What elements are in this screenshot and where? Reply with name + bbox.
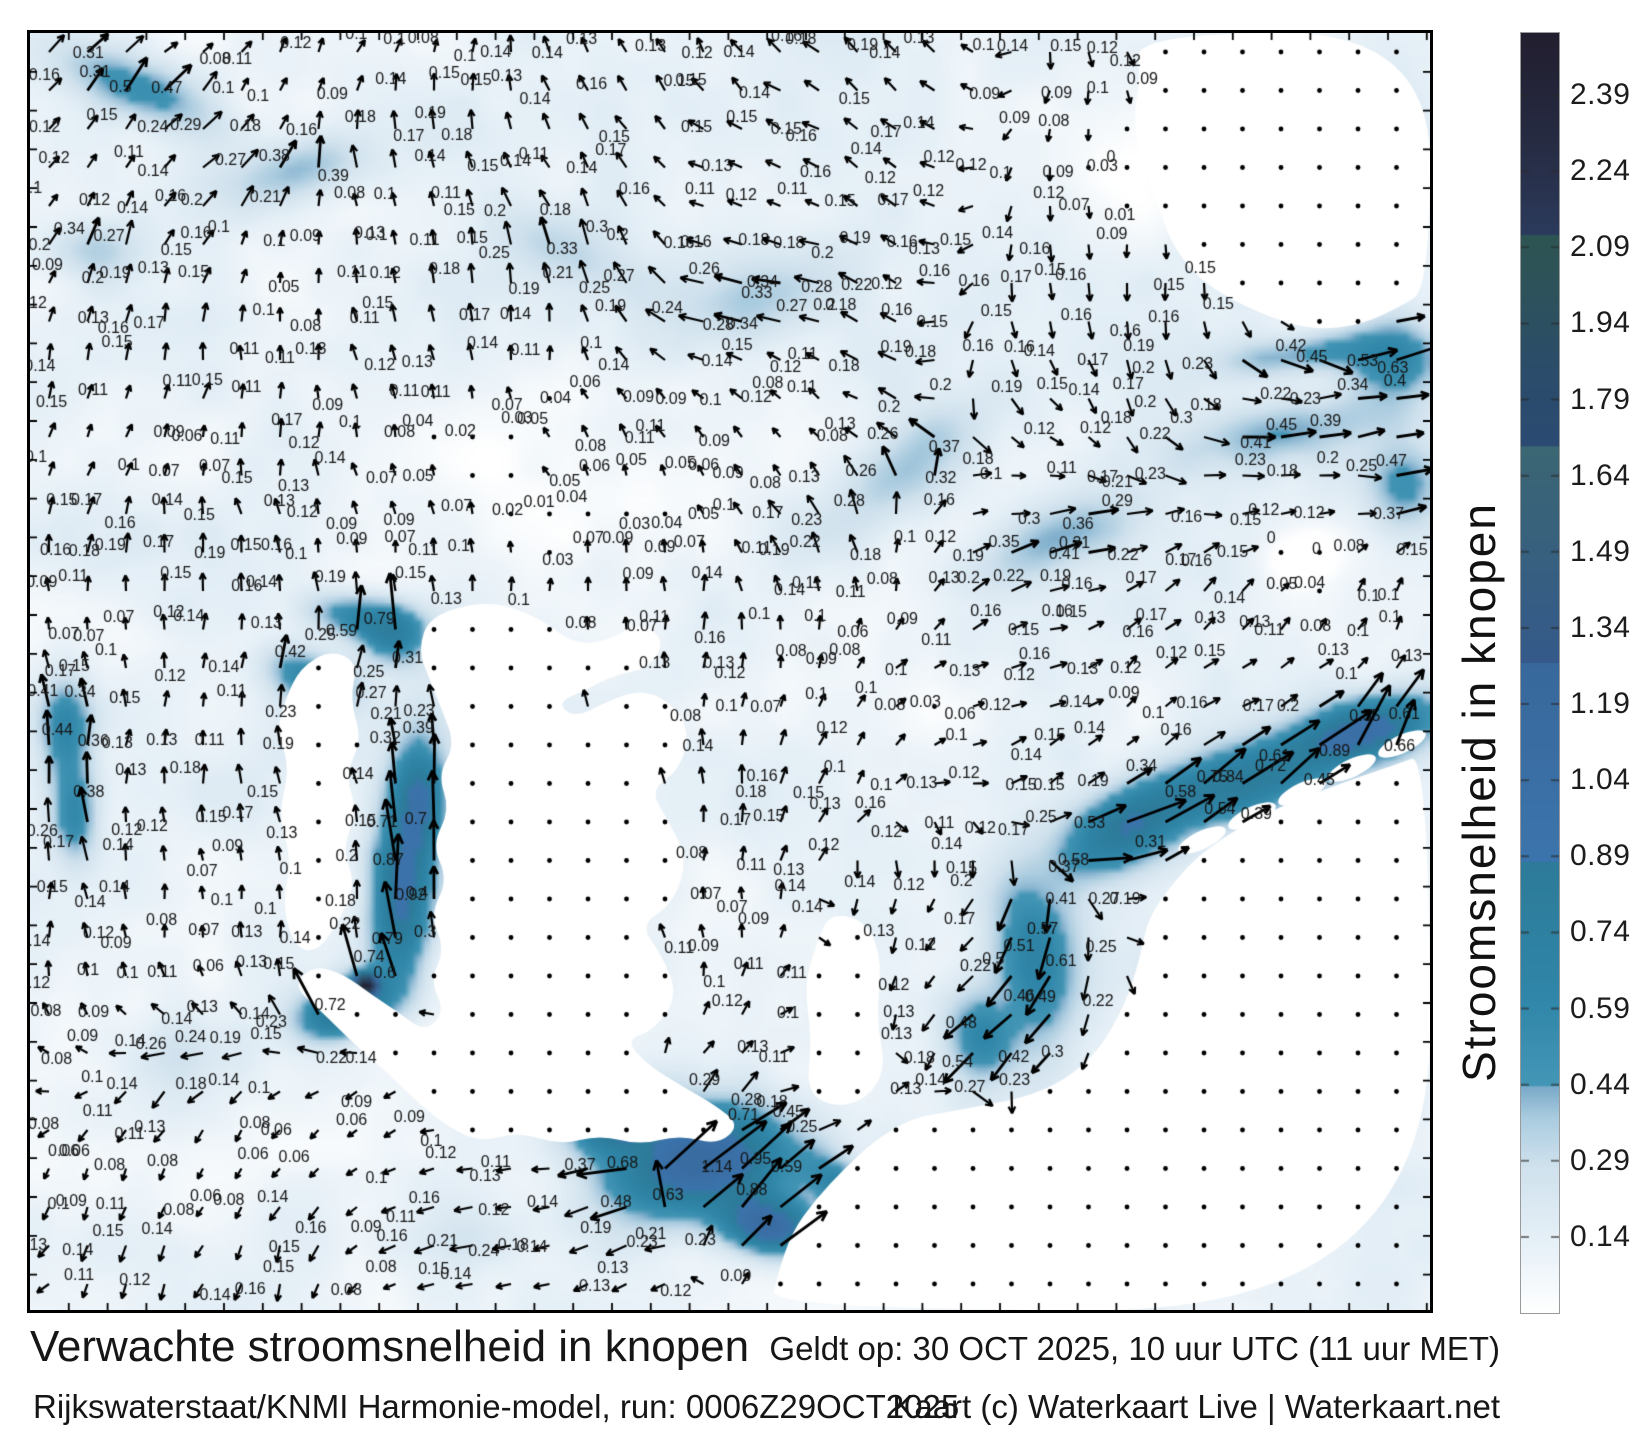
colorbar-tick-label: 1.79	[1570, 382, 1631, 416]
colorbar-tick-label: 0.29	[1570, 1143, 1631, 1177]
map-title: Verwachte stroomsnelheid in knopen	[30, 1322, 750, 1371]
colorbar	[1520, 32, 1560, 1314]
colorbar-tick-label: 1.34	[1570, 610, 1631, 644]
colorbar-tick-label: 0.44	[1570, 1067, 1631, 1101]
validity-line: Geldt op: 30 OCT 2025, 10 uur UTC (11 uu…	[769, 1330, 1500, 1367]
credit-line: Kaart (c) Waterkaart Live | Waterkaart.n…	[892, 1388, 1500, 1425]
colorbar-tick-label: 2.24	[1570, 154, 1631, 188]
colorbar-tick-label: 2.39	[1570, 78, 1631, 111]
colorbar-tick-label: 1.04	[1570, 763, 1631, 797]
colorbar-tick-label: 1.49	[1570, 534, 1631, 568]
colorbar-tick-label: 1.19	[1570, 687, 1631, 721]
colorbar-tick-label: 0.59	[1570, 991, 1631, 1025]
model-run-line: Rijkswaterstaat/KNMI Harmonie-model, run…	[33, 1388, 960, 1425]
colorbar-tick-label: 0.14	[1570, 1219, 1631, 1253]
map-canvas	[30, 33, 1430, 1310]
colorbar-canvas	[1521, 33, 1559, 1313]
colorbar-tick-label: 2.09	[1570, 230, 1631, 264]
map-panel	[27, 30, 1433, 1313]
colorbar-tick-label: 0.74	[1570, 915, 1631, 949]
colorbar-tick-label: 0.89	[1570, 839, 1631, 873]
colorbar-tick-label: 1.64	[1570, 458, 1631, 492]
colorbar-axis-label: Stroomsnelheid in knopen	[1453, 502, 1505, 1082]
colorbar-tick-label: 1.94	[1570, 306, 1631, 340]
